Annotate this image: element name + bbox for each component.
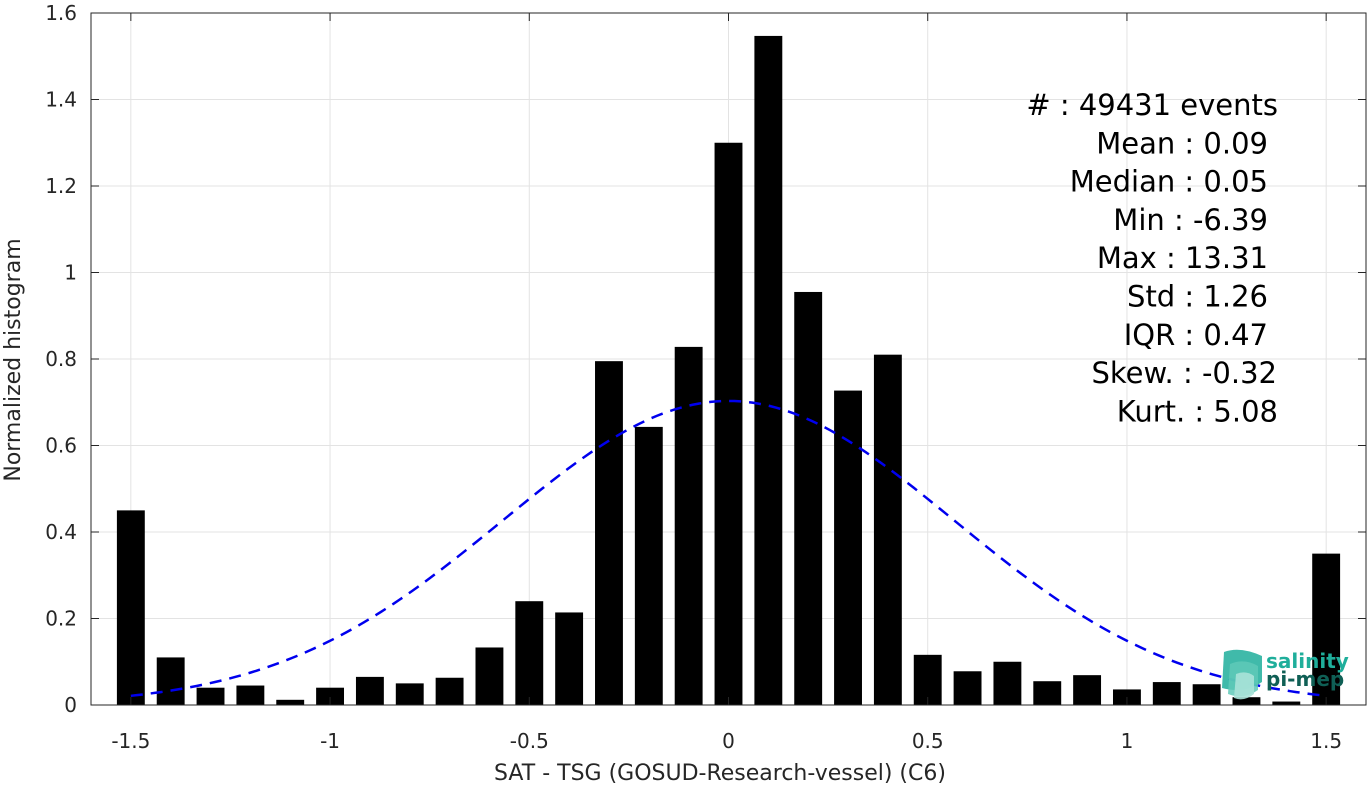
histogram-bar (754, 35, 783, 706)
histogram-bar (236, 685, 265, 705)
x-tick-label: -1 (320, 729, 340, 753)
stat-annotation: Max : 13.31 (1097, 241, 1268, 275)
histogram-bar (1152, 682, 1181, 705)
x-tick-label: -1.5 (111, 729, 150, 753)
stat-annotation: # : 49431 events (1026, 88, 1278, 122)
histogram-bar (834, 390, 862, 705)
y-tick-label: 1.6 (45, 1, 77, 25)
histogram-bar (555, 612, 584, 705)
histogram-bar (993, 661, 1022, 705)
histogram-bar (634, 426, 663, 705)
histogram-bar (515, 601, 544, 705)
gaussian-fit-curve (130, 399, 1327, 698)
stat-annotation: IQR : 0.47 (1124, 318, 1268, 352)
stat-annotation: Skew. : -0.32 (1091, 356, 1277, 390)
x-tick-label: -0.5 (510, 729, 549, 753)
histogram-bar (196, 687, 225, 705)
x-tick-label: 0 (722, 729, 735, 753)
histogram-bar (1272, 701, 1301, 705)
histogram-bar (1232, 697, 1261, 705)
histogram-bar (953, 671, 982, 705)
histogram-bar (475, 647, 504, 705)
histogram-bar (794, 291, 823, 705)
logo-text-salinity: salinity (1266, 649, 1349, 673)
x-tick-label: 0.5 (912, 729, 944, 753)
histogram-bar (355, 676, 384, 705)
y-tick-label: 1.2 (45, 174, 77, 198)
stat-annotation: Kurt. : 5.08 (1117, 394, 1278, 428)
histogram-bar (395, 683, 424, 705)
histogram-bar (1073, 675, 1102, 705)
histogram-bar (276, 699, 305, 705)
x-axis-label: SAT - TSG (GOSUD-Research-vessel) (C6) (494, 761, 946, 785)
wave-logo-icon (1222, 649, 1262, 700)
histogram-bar (873, 354, 902, 705)
histogram-bar (435, 677, 464, 705)
logo-text-pimep: pi-mep (1266, 667, 1344, 691)
histogram-bar (674, 346, 703, 705)
bars-group (116, 35, 1341, 706)
x-tick-label: 1.5 (1310, 729, 1342, 753)
y-tick-label: 0.6 (45, 434, 77, 458)
histogram-bar (714, 142, 743, 705)
y-tick-label: 0.4 (45, 520, 77, 544)
y-tick-label: 0 (64, 693, 77, 717)
statistics-annotation: # : 49431 events Mean : 0.09 Median : 0.05… (1026, 88, 1278, 428)
stat-annotation: Mean : 0.09 (1096, 126, 1268, 160)
salinity-pi-mep-logo: salinity pi-mep (1222, 649, 1349, 700)
stat-annotation: Min : -6.39 (1113, 203, 1268, 237)
histogram-bar (156, 657, 185, 705)
y-axis-label: Normalized histogram (1, 238, 26, 481)
stat-annotation: Std : 1.26 (1127, 280, 1268, 314)
histogram-bar (913, 654, 942, 705)
y-tick-label: 1.4 (45, 88, 77, 112)
stat-annotation: Median : 0.05 (1070, 165, 1268, 199)
histogram-bar (595, 361, 623, 705)
histogram-bar (1312, 553, 1341, 705)
histogram-bar (1033, 681, 1062, 705)
histogram-bar (116, 510, 145, 705)
y-tick-label: 0.2 (45, 607, 77, 631)
histogram-bar (1192, 684, 1221, 705)
histogram-bar (316, 687, 345, 705)
y-tick-label: 0.8 (45, 347, 77, 371)
x-tick-label: 1 (1121, 729, 1134, 753)
y-tick-label: 1 (64, 261, 77, 285)
x-axis-ticks: -1.5 -1 -0.5 0 0.5 1 1.5 (111, 13, 1342, 753)
y-axis-ticks: 0 0.2 0.4 0.6 0.8 1 1.2 1.4 1.6 (45, 1, 1366, 717)
